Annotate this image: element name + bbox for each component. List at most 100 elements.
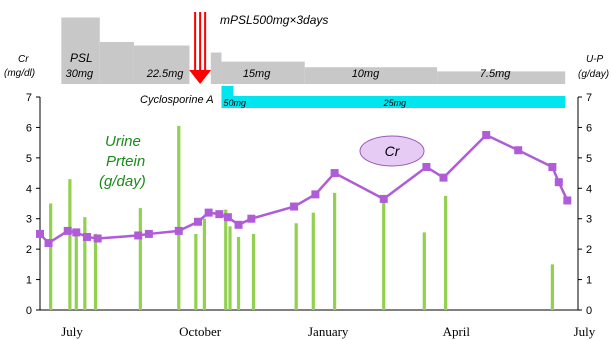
cr-marker [215,210,224,219]
urine-protein-bar [83,217,87,310]
cyclosporine-dose-label: 50mg [223,98,246,108]
cr-marker [482,131,491,140]
urine-protein-label-1: Urine [105,133,141,150]
urine-protein-bar [311,212,315,310]
cr-marker [422,162,431,171]
urine-protein-bar [251,233,256,310]
right-tick-label: 1 [586,275,592,287]
urine-protein-label-2: Prtein [106,153,145,170]
psl-step [221,61,305,84]
urine-protein-bar [444,195,448,310]
right-axis-ticks: 0 1 2 3 4 5 6 7 [578,92,592,317]
cyclosporine-start-step [221,86,234,96]
left-tick-label: 5 [26,153,32,165]
left-tick-label: 3 [26,214,32,226]
cr-marker [247,214,256,223]
psl-dose-label: 30mg [66,68,94,80]
urine-protein-bar [202,218,206,310]
psl-dose-label: 22.5mg [146,68,185,80]
cyclosporine-dose-labels: 50mg 25mg [223,98,406,108]
right-tick-label: 6 [586,122,592,134]
cr-marker [311,190,320,199]
psl-dose-labels: 30mg 22.5mg 15mg 10mg 7.5mg [66,68,512,80]
urine-protein-bar [49,203,53,310]
psl-dose-label: 7.5mg [480,68,511,80]
left-tick-label: 6 [26,122,32,134]
cr-marker [290,202,299,211]
right-tick-label: 7 [586,92,592,104]
mpsl-pulse-label: mPSL500mg×3days [220,13,328,27]
cr-marker [82,232,91,241]
urine-protein-bar [550,264,554,310]
cr-marker [223,213,232,222]
cr-marker [93,234,102,243]
cr-marker [72,228,81,237]
urine-protein-bar [422,232,426,310]
cr-marker [379,194,388,203]
cr-marker [44,239,53,248]
pulse-arrow-head [189,70,212,84]
cr-line-series [36,131,572,248]
cyclosporine-dose-label: 25mg [383,98,407,108]
urine-protein-bar [236,236,241,310]
mpsl-pulse-arrows [189,12,212,84]
x-tick-label: April [443,324,471,339]
cr-bubble-label: Cr [385,143,401,159]
x-tick-label: July [61,324,83,339]
cyclosporine-bar [221,96,566,108]
left-tick-label: 0 [26,305,32,317]
cyclosporine-label: Cyclosporine A [140,94,214,106]
urine-protein-bar [382,201,386,310]
psl-label: PSL [70,51,93,65]
psl-dose-label: 15mg [243,68,271,80]
psl-dose-label: 10mg [352,68,380,80]
psl-dose-band [61,17,566,84]
cr-marker [193,217,202,226]
cr-marker [134,231,143,240]
cr-marker [63,226,72,235]
right-tick-label: 5 [586,153,592,165]
right-axis-title: U-P [586,54,604,65]
left-axis-ticks: 0 1 2 3 4 5 6 7 [26,92,40,317]
x-tick-label: January [308,324,349,339]
urine-protein-bar [68,179,72,310]
cr-marker [439,173,448,182]
psl-step [99,42,134,84]
psl-step [61,17,100,84]
cr-marker [144,229,153,238]
cr-marker [204,208,213,217]
left-tick-label: 4 [26,183,32,195]
x-tick-label: July [574,324,596,339]
psl-step [210,52,222,84]
left-tick-label: 2 [26,244,32,256]
psl-step [133,45,190,84]
cr-bubble [359,135,425,167]
cr-marker [563,196,572,205]
psl-step [304,67,438,84]
urine-protein-bar [224,209,228,310]
cr-marker [554,178,563,187]
right-tick-label: 2 [586,244,592,256]
left-tick-label: 1 [26,275,32,287]
x-axis-ticks: July October January April July [61,324,596,339]
cr-marker [514,146,523,155]
left-axis-title: Cr [18,54,29,65]
urine-protein-bar [93,233,98,310]
cyclosporine-band [221,86,566,108]
cr-marker [548,162,557,171]
urine-protein-bar [194,233,198,310]
right-tick-label: 0 [586,305,592,317]
urine-protein-bar [177,125,181,311]
cr-marker [330,169,339,178]
right-axis-unit: (g/day) [578,69,609,80]
left-axis-unit: (mg/dl) [4,68,35,79]
cr-marker [36,229,44,238]
urine-protein-bar [228,226,232,310]
urine-protein-bar [333,192,337,310]
left-tick-label: 7 [26,92,32,104]
urine-protein-bars [49,125,554,311]
right-tick-label: 4 [586,183,592,195]
right-tick-label: 3 [586,214,592,226]
urine-protein-bar [294,223,298,310]
